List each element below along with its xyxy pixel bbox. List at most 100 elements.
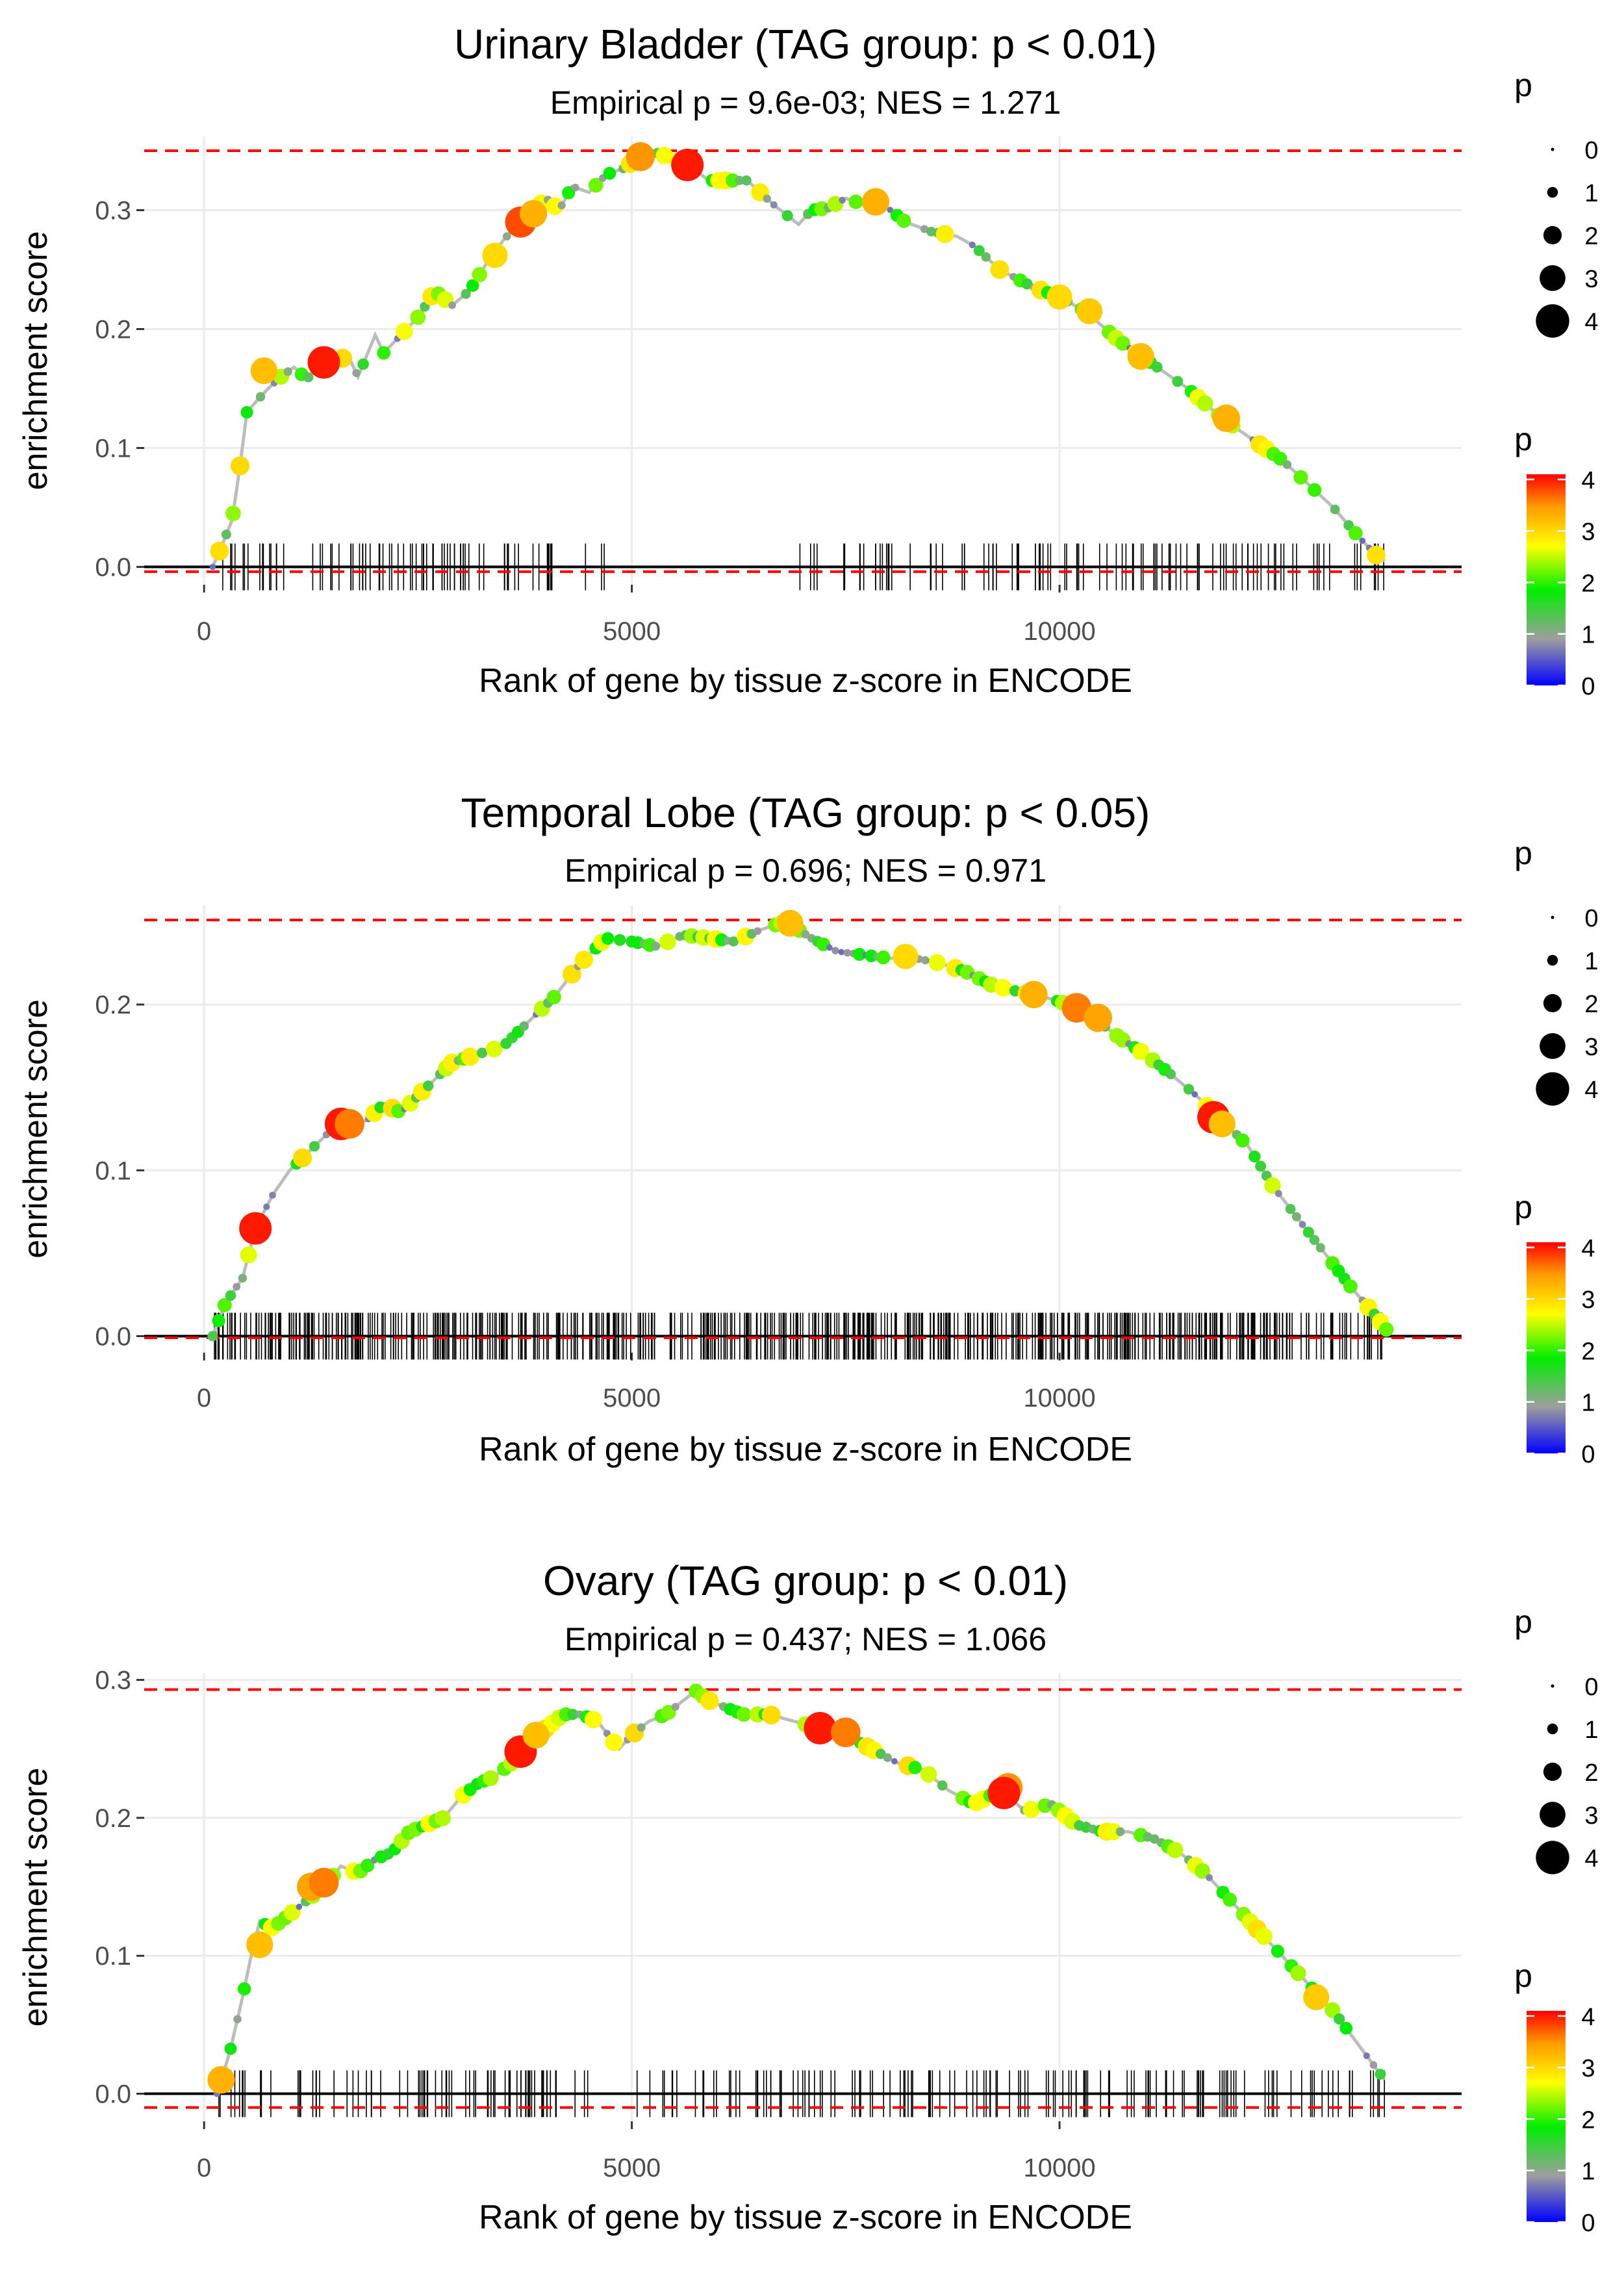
- size-legend-label: 1: [1584, 180, 1598, 207]
- gene-point: [736, 1707, 752, 1722]
- gene-point: [1299, 1221, 1306, 1229]
- gene-point: [448, 301, 456, 309]
- gene-point: [263, 1203, 270, 1210]
- gene-point: [928, 954, 946, 971]
- highlight-point: [246, 1931, 273, 1958]
- size-legend-key: [1536, 1841, 1569, 1874]
- gene-point: [477, 1047, 488, 1058]
- gene-point: [981, 252, 991, 262]
- gene-point: [562, 186, 576, 199]
- panel-2: Temporal Lobe (TAG group: p < 0.05) Empir…: [17, 789, 1462, 1468]
- chart-subtitle: Empirical p = 0.696; NES = 0.971: [565, 852, 1047, 889]
- gene-point: [209, 563, 216, 570]
- gene-point: [920, 225, 929, 233]
- curve-points: [207, 1683, 1386, 2097]
- color-legend-label: 3: [1581, 1286, 1595, 1314]
- gene-point: [1104, 1822, 1123, 1841]
- highlight-point: [776, 910, 804, 937]
- gene-point: [410, 309, 426, 326]
- gene-point: [937, 1780, 948, 1791]
- curve-points: [207, 910, 1394, 1342]
- x-tick-label: 5000: [603, 2154, 661, 2182]
- color-legend-label: 2: [1581, 570, 1595, 597]
- gene-point: [896, 213, 911, 228]
- gene-point: [838, 949, 845, 956]
- gene-point: [1022, 1800, 1040, 1819]
- size-legend-label: 3: [1584, 1802, 1598, 1830]
- highlight-point: [239, 1212, 272, 1245]
- size-legend-key: [1540, 1033, 1566, 1059]
- gene-point: [221, 530, 231, 540]
- x-tick-label: 5000: [603, 617, 661, 646]
- gene-point: [1021, 278, 1033, 290]
- x-axis-title: Rank of gene by tissue z-score in ENCODE: [479, 1431, 1132, 1468]
- gene-point: [700, 1691, 719, 1711]
- gene-point: [935, 225, 954, 244]
- size-legend-label: 2: [1584, 223, 1598, 250]
- gene-point: [296, 1904, 303, 1910]
- highlight-point: [1303, 1984, 1330, 2010]
- y-tick-label: 0.1: [95, 435, 131, 463]
- gene-point: [1195, 1863, 1210, 1879]
- gene-point: [1255, 1160, 1267, 1172]
- gene-point: [1325, 2002, 1341, 2018]
- legend-3: p 0 1 2 3 4 p 4 3 2 1 0: [1514, 1603, 1598, 2237]
- gene-point: [754, 927, 762, 935]
- size-legend-title: p: [1514, 835, 1532, 871]
- gene-point: [1271, 1945, 1284, 1958]
- x-tick-label: 0: [197, 617, 211, 646]
- highlight-point: [1020, 980, 1048, 1008]
- gene-point: [1197, 395, 1213, 412]
- gene-point: [546, 990, 561, 1004]
- gene-point: [1191, 1091, 1198, 1098]
- gene-point: [309, 1141, 320, 1152]
- size-legend-label: 1: [1584, 948, 1598, 975]
- gene-point: [240, 1246, 257, 1264]
- gene-point: [357, 358, 369, 370]
- gene-point: [303, 372, 314, 383]
- size-legend-key: [1543, 225, 1562, 245]
- y-tick-label: 0.0: [95, 2080, 131, 2109]
- gene-point: [435, 1810, 451, 1826]
- size-legend-key: [1543, 1762, 1562, 1782]
- gene-point: [1255, 1928, 1273, 1945]
- highlight-point: [309, 1867, 339, 1898]
- gene-point: [1149, 1834, 1160, 1844]
- gene-point: [1282, 460, 1292, 469]
- chart-subtitle: Empirical p = 9.6e-03; NES = 1.271: [550, 84, 1061, 121]
- color-legend-label: 1: [1581, 2158, 1595, 2186]
- gene-point: [605, 1733, 623, 1752]
- y-axis-title: enrichment score: [17, 231, 55, 491]
- gene-point: [269, 1192, 276, 1199]
- gene-point: [973, 245, 985, 257]
- highlight-point: [831, 1717, 861, 1748]
- gene-point: [1165, 1069, 1176, 1080]
- color-legend-label: 4: [1581, 1235, 1595, 1262]
- size-legend-label: 0: [1584, 137, 1598, 164]
- size-legend-label: 0: [1584, 905, 1598, 932]
- size-legend-key: [1547, 186, 1558, 198]
- size-legend-key: [1551, 147, 1554, 151]
- gene-point: [801, 930, 810, 939]
- size-legend-key: [1540, 1802, 1566, 1828]
- gene-point: [1264, 1177, 1281, 1194]
- color-legend-label: 2: [1581, 1338, 1595, 1365]
- gene-point: [1132, 1043, 1150, 1060]
- gene-point: [1378, 1322, 1394, 1337]
- gene-point: [671, 1703, 679, 1711]
- size-legend-key: [1551, 915, 1554, 919]
- gene-point: [920, 956, 930, 965]
- gene-point: [1236, 1133, 1250, 1148]
- size-legend-key: [1547, 1723, 1558, 1735]
- gene-point: [735, 175, 744, 185]
- y-tick-label: 0.3: [95, 196, 131, 225]
- y-tick-label: 0.1: [95, 1156, 131, 1185]
- size-legend-label: 2: [1584, 991, 1598, 1018]
- size-legend-label: 3: [1584, 266, 1598, 293]
- y-axis-title: enrichment score: [17, 1768, 55, 2027]
- gene-point: [224, 2042, 237, 2055]
- size-legend-label: 4: [1584, 1077, 1598, 1104]
- highlight-point: [482, 242, 508, 268]
- gene-point: [1309, 1234, 1320, 1246]
- color-legend-label: 0: [1581, 2210, 1595, 2237]
